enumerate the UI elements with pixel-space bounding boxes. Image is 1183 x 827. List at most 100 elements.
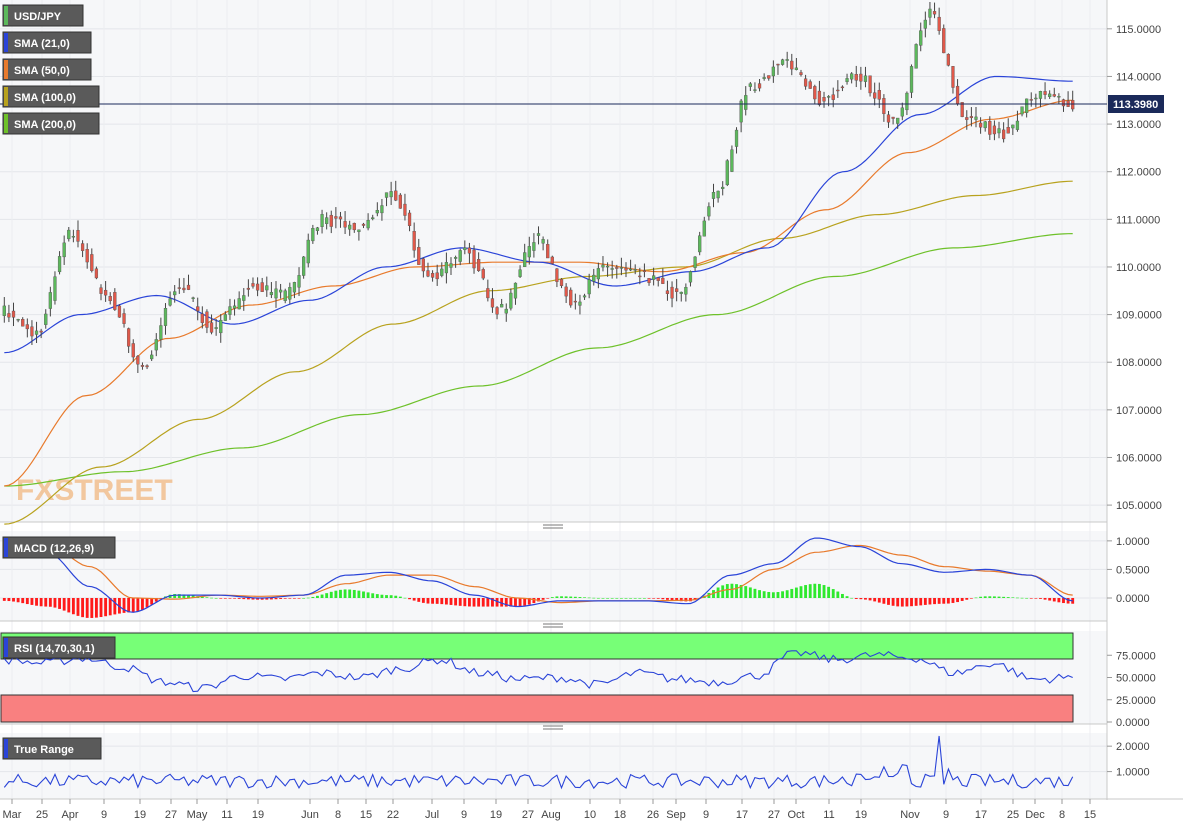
candle-up [191,297,195,299]
candle-up [463,247,467,251]
macd-hist-bar-positive [753,588,757,598]
candle-up [62,242,66,258]
legend-item[interactable]: USD/JPY [2,4,84,27]
candle-down [412,231,416,251]
candle-up [850,73,854,80]
candle-up [320,214,324,227]
macd-hist-bar-negative [288,598,292,599]
macd-hist-bar-negative [486,598,490,607]
macd-hist-bar-positive [320,594,324,598]
macd-hist-bar-positive [366,592,370,598]
macd-hist-bar-positive [979,596,983,598]
candle-down [403,203,407,216]
candle-up [371,217,375,220]
x-tick-label: 8 [1059,809,1065,821]
candle-up [845,78,849,82]
candle-down [196,306,200,312]
macd-hist-bar-positive [187,594,190,598]
candle-down [840,86,845,89]
macd-hist-bar-positive [564,596,568,598]
macd-legend[interactable]: MACD (12,26,9) [2,536,116,559]
macd-hist-bar-negative [1057,598,1061,603]
candle-down [854,74,858,81]
macd-hist-bar-negative [265,598,269,600]
candle-down [638,275,642,278]
candle-down [1061,99,1066,107]
rsi-legend[interactable]: RSI (14,70,30,1) [2,636,116,659]
x-tick-label: 11 [823,809,834,821]
legend-color-swatch [4,33,8,52]
candle-up [919,30,923,46]
candle-up [684,287,688,295]
sma-21-series [4,75,1073,354]
candle-down [670,286,674,299]
candle-down [803,78,808,87]
macd-hist-bar-negative [426,598,430,604]
macd-hist-bar-positive [629,598,633,599]
candle-up [974,116,978,120]
candle-down [615,267,619,269]
macd-hist-bar-negative [44,598,48,607]
true-range-legend[interactable]: True Range [2,737,102,760]
x-tick-label: 9 [943,809,949,821]
price-tick-label: 109.0000 [1116,310,1162,322]
x-tick-label: 9 [101,809,107,821]
legend-label: SMA (200,0) [14,119,76,131]
candle-up [274,288,278,299]
macd-hist-bar-negative [48,598,52,607]
splitter-handles[interactable] [543,524,563,730]
macd-hist-bar-negative [283,598,287,599]
candle-up [688,271,693,283]
macd-hist-bar-negative [1043,598,1047,600]
macd-line [4,537,1073,613]
x-tick-label: 19 [134,809,146,821]
candle-down [205,311,209,328]
macd-hist-bar-positive [173,594,177,598]
macd-tick-label: 1.0000 [1116,536,1150,548]
macd-hist-bar-negative [2,598,6,601]
macd-histogram [2,583,1075,618]
candle-up [237,298,241,310]
macd-hist-bar-negative [16,598,20,603]
legend-label: True Range [14,744,74,756]
candle-down [251,283,255,287]
macd-hist-bar-positive [316,595,319,598]
x-tick-label: 25 [1007,809,1019,821]
legend-item[interactable]: SMA (200,0) [2,112,100,135]
macd-hist-bar-negative [937,598,941,604]
candle-up [2,305,6,316]
candle-up [716,190,720,199]
candle-up [265,285,269,291]
macd-tick-label: 0.5000 [1116,564,1150,576]
macd-hist-bar-positive [619,598,623,599]
candle-up [16,319,20,321]
legend-item[interactable]: SMA (50,0) [2,58,92,81]
candle-down [573,300,577,303]
macd-hist-bar-negative [1062,598,1065,604]
candle-up [619,267,624,269]
macd-hist-bar-positive [735,584,738,598]
macd-hist-bar-negative [62,598,66,611]
candle-down [398,194,402,209]
candle-up [909,66,914,93]
macd-hist-bar-positive [817,583,821,598]
macd-lines [4,537,1073,613]
price-tick-label: 107.0000 [1116,405,1162,417]
legend-item[interactable]: SMA (21,0) [2,31,92,54]
x-tick-label: 9 [461,809,467,821]
candle-up [504,308,508,314]
legend-label: SMA (21,0) [14,38,70,50]
candle-up [523,252,527,267]
candle-down [490,298,495,308]
candle-up [730,149,734,172]
candle-down [352,222,356,231]
macd-hist-bar-positive [638,598,642,599]
series-legends[interactable]: USD/JPY SMA (21,0) SMA (50,0) SMA (100,0) SM… [2,4,116,760]
macd-hist-bar-positive [573,596,577,598]
macd-hist-bar-negative [933,598,936,605]
candle-down [21,319,25,327]
legend-item[interactable]: SMA (100,0) [2,85,100,108]
macd-hist-bar-negative [39,598,43,607]
macd-hist-bar-negative [454,598,458,606]
